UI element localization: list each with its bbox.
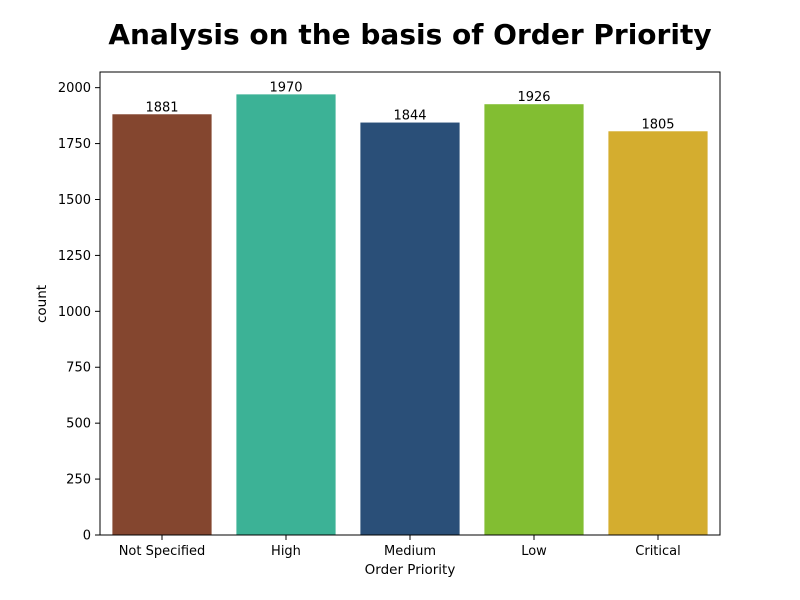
y-tick-label: 0 [83, 529, 91, 544]
data-label: 1805 [641, 117, 674, 132]
x-tick-label: Low [521, 544, 547, 559]
x-axis-ticks: Not Specified High Medium Low Critical [119, 535, 681, 559]
data-label: 1844 [393, 109, 426, 124]
y-tick-label: 250 [66, 473, 91, 488]
bar-not-specified [112, 114, 212, 535]
data-label: 1970 [269, 80, 302, 95]
data-label: 1926 [517, 90, 550, 105]
bar-low [484, 104, 584, 536]
x-tick-label: Critical [635, 544, 680, 559]
y-tick-label: 500 [66, 417, 91, 432]
y-axis-label: count [34, 285, 50, 323]
bar-medium [360, 122, 460, 536]
y-tick-label: 750 [66, 361, 91, 376]
data-labels-group: 1881 1970 1844 1926 1805 [145, 80, 674, 132]
y-tick-label: 1750 [58, 137, 91, 152]
y-tick-label: 2000 [58, 81, 91, 96]
chart-title: Analysis on the basis of Order Priority [108, 18, 711, 51]
x-tick-label: High [271, 544, 301, 559]
y-axis-ticks: 0 250 500 750 1000 1250 1500 1750 2000 [58, 81, 100, 544]
y-tick-label: 1500 [58, 193, 91, 208]
x-tick-label: Medium [384, 544, 436, 559]
bar-high [236, 94, 336, 535]
plot-area-frame [99, 71, 721, 536]
bars-group [112, 94, 708, 536]
bar-critical [608, 131, 708, 535]
x-axis-label: Order Priority [365, 562, 456, 578]
y-tick-label: 1000 [58, 305, 91, 320]
x-tick-label: Not Specified [119, 544, 206, 559]
y-tick-label: 1250 [58, 249, 91, 264]
data-label: 1881 [145, 100, 178, 115]
